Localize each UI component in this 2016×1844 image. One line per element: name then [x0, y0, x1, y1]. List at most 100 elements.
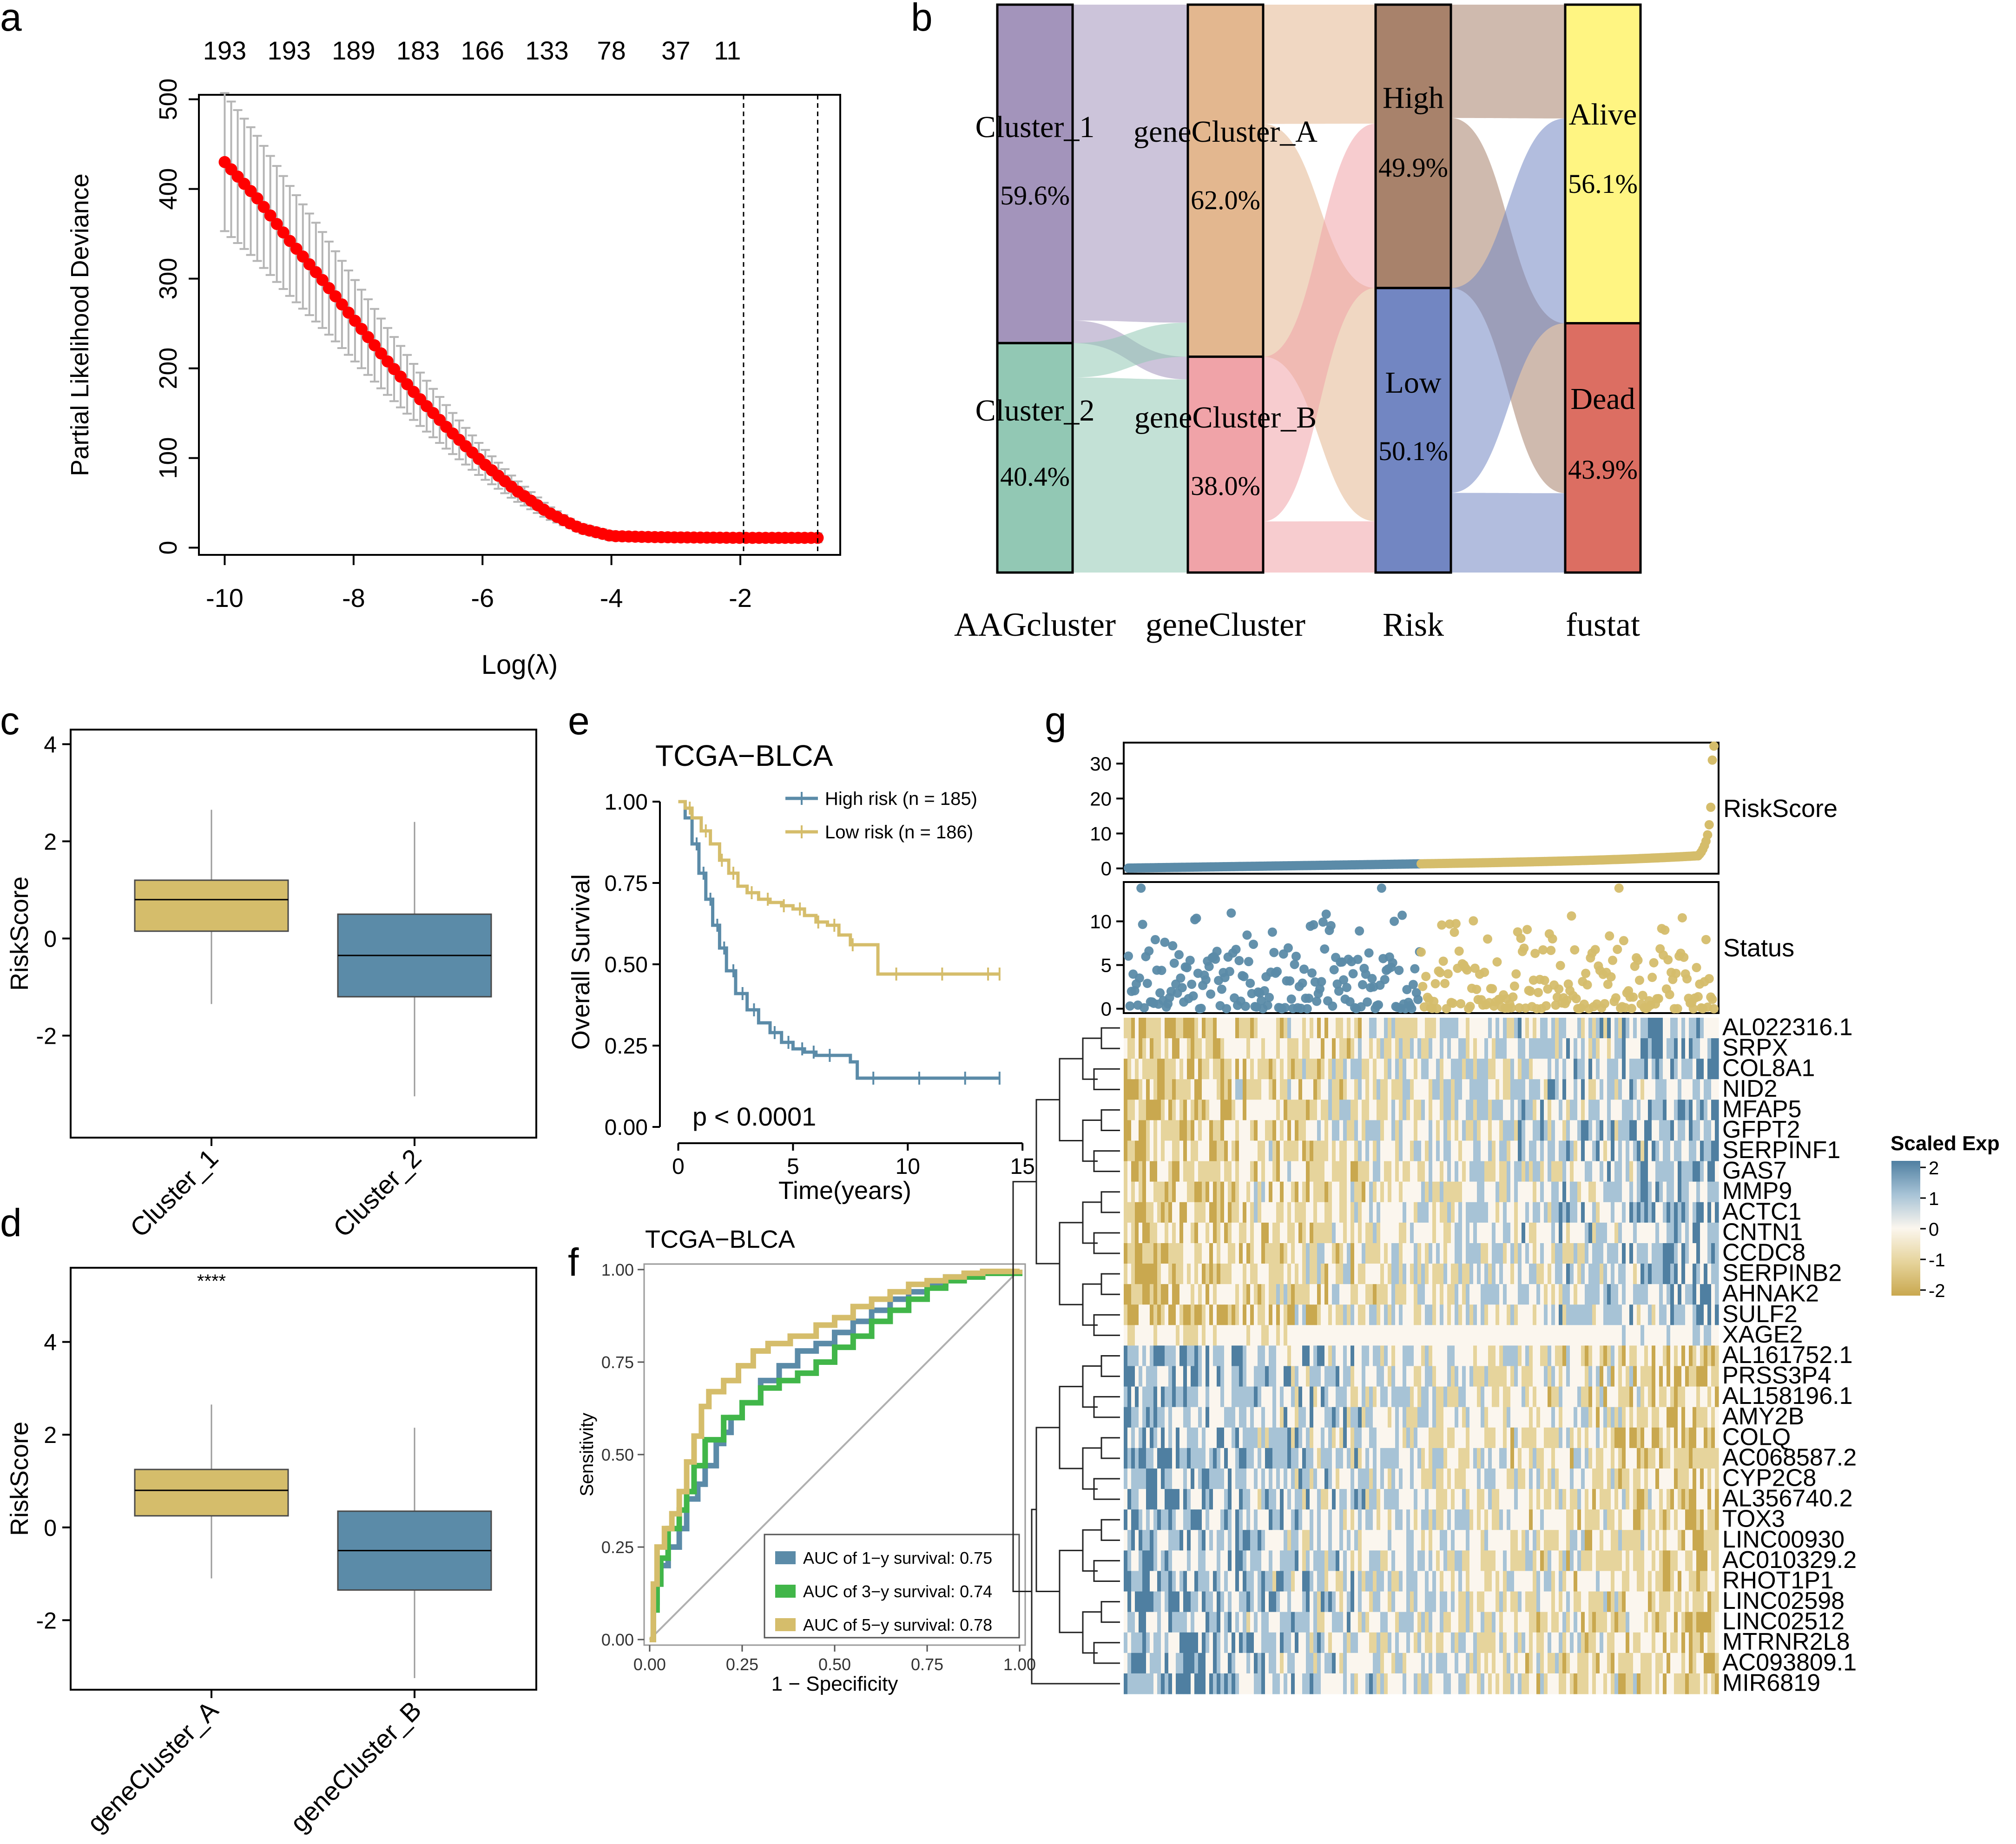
heat-cell: [1629, 1100, 1634, 1121]
heat-cell: [1343, 1120, 1347, 1141]
heat-cell: [1484, 1202, 1489, 1223]
heat-cell: [1432, 1448, 1436, 1469]
heat-cell: [1447, 1345, 1451, 1367]
heat-cell: [1135, 1018, 1139, 1039]
heat-cell: [1150, 1202, 1154, 1223]
heat-cell: [1696, 1120, 1700, 1141]
heat-cell: [1417, 1161, 1422, 1182]
heat-cell: [1551, 1345, 1555, 1367]
heat-cell: [1380, 1448, 1384, 1469]
heat-cell: [1232, 1469, 1236, 1489]
heat-cell: [1540, 1386, 1544, 1408]
heat-cell: [1380, 1140, 1384, 1162]
heat-cell: [1555, 1222, 1559, 1244]
heat-cell: [1265, 1325, 1269, 1346]
heat-cell: [1250, 1264, 1254, 1284]
heat-cell: [1618, 1407, 1622, 1428]
panel-c-frame: [70, 729, 537, 1139]
heat-cell: [1432, 1018, 1436, 1039]
heat-cell: [1507, 1059, 1511, 1080]
heat-cell: [1187, 1038, 1191, 1059]
heat-cell: [1540, 1407, 1544, 1428]
heat-cell: [1600, 1366, 1604, 1387]
heat-cell: [1354, 1325, 1358, 1346]
heat-cell: [1254, 1366, 1258, 1387]
heat-cell: [1313, 1264, 1318, 1284]
heat-cell: [1574, 1059, 1578, 1080]
heat-cell: [1191, 1448, 1195, 1469]
heat-cell: [1652, 1427, 1656, 1449]
heat-cell: [1689, 1018, 1693, 1039]
heat-cell: [1443, 1407, 1448, 1428]
status-point: [1285, 976, 1295, 986]
heat-cell: [1176, 1038, 1180, 1059]
heat-cell: [1618, 1264, 1622, 1284]
heat-cell: [1194, 1469, 1199, 1489]
heat-cell: [1473, 1140, 1477, 1162]
heat-cell: [1466, 1202, 1470, 1223]
heat-cell: [1588, 1120, 1593, 1141]
heat-cell: [1194, 1222, 1199, 1244]
heat-cell: [1336, 1366, 1340, 1387]
heat-cell: [1421, 1079, 1425, 1100]
status-point: [1182, 963, 1192, 973]
heat-cell: [1477, 1038, 1481, 1059]
heat-cell: [1451, 1304, 1455, 1325]
heat-cell: [1544, 1120, 1548, 1141]
status-point: [1516, 934, 1526, 943]
heat-cell: [1522, 1059, 1526, 1080]
heat-cell: [1644, 1059, 1648, 1080]
heat-cell: [1570, 1407, 1574, 1428]
heat-cell: [1522, 1243, 1526, 1264]
heat-cell: [1585, 1018, 1589, 1039]
heat-cell: [1139, 1469, 1143, 1489]
heat-cell: [1455, 1448, 1459, 1469]
heat-cell: [1235, 1059, 1239, 1080]
heat-cell: [1574, 1018, 1578, 1039]
heat-cell: [1440, 1161, 1444, 1182]
heat-cell: [1704, 1120, 1708, 1141]
heat-cell: [1432, 1427, 1436, 1449]
heat-cell: [1544, 1243, 1548, 1264]
heat-cell: [1250, 1140, 1254, 1162]
heat-cell: [1228, 1407, 1232, 1428]
heat-cell: [1652, 1386, 1656, 1408]
heat-cell: [1510, 1386, 1515, 1408]
heat-cell: [1339, 1140, 1344, 1162]
heat-cell: [1711, 1407, 1715, 1428]
heat-cell: [1328, 1140, 1332, 1162]
heat-cell: [1228, 1325, 1232, 1346]
heat-cell: [1629, 1243, 1634, 1264]
heat-cell: [1317, 1448, 1321, 1469]
y-tick-label: 400: [154, 168, 182, 210]
heat-cell: [1153, 1427, 1158, 1449]
heat-cell: [1321, 1407, 1325, 1428]
heat-cell: [1681, 1140, 1686, 1162]
heat-cell: [1124, 1140, 1128, 1162]
panel-f-axes: 0.000.250.500.751.000.00 0.25 0.50 0.75 1.00: [601, 1260, 1036, 1674]
heat-cell: [1321, 1284, 1325, 1305]
heat-cell: [1696, 1366, 1700, 1387]
heat-cell: [1403, 1038, 1407, 1059]
heat-cell: [1250, 1222, 1254, 1244]
heat-cell: [1685, 1366, 1689, 1387]
heat-cell: [1377, 1284, 1381, 1305]
heat-cell: [1555, 1407, 1559, 1428]
heat-cell: [1648, 1202, 1652, 1223]
heat-cell: [1142, 1427, 1146, 1449]
heat-cell: [1652, 1407, 1656, 1428]
heat-cell: [1455, 1202, 1459, 1223]
heat-cell: [1142, 1018, 1146, 1039]
heat-cell: [1551, 1448, 1555, 1469]
status-point: [1299, 964, 1309, 974]
heat-cell: [1232, 1325, 1236, 1346]
heat-cell: [1648, 1386, 1652, 1408]
panel-b-axis-labels: AAGcluster geneCluster Risk fustat: [954, 606, 1640, 643]
heat-cell: [1254, 1304, 1258, 1325]
panel-e-x-label: Time(years): [778, 1177, 911, 1205]
heat-cell: [1373, 1448, 1377, 1469]
heat-cell: [1269, 1120, 1273, 1141]
heat-cell: [1555, 1448, 1559, 1469]
heat-cell: [1652, 1181, 1656, 1203]
status-point: [1234, 956, 1244, 966]
